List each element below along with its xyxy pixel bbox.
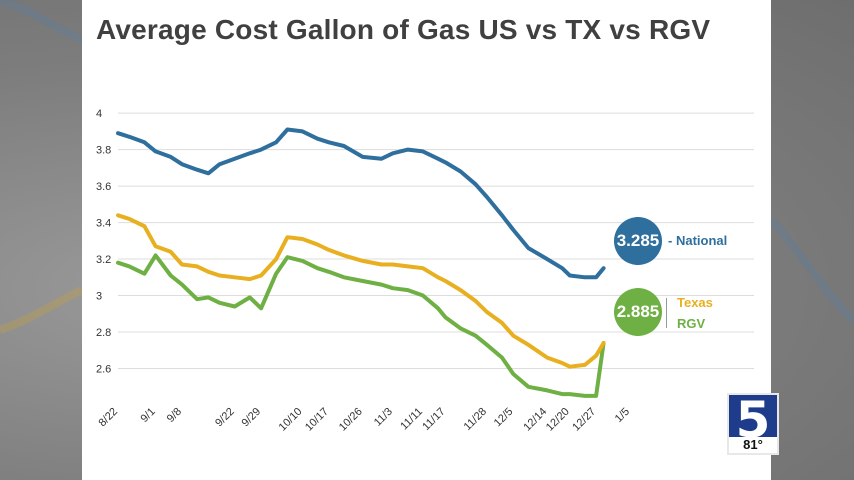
x-tick-label: 12/27: [570, 406, 598, 434]
y-tick-label: 4: [96, 108, 102, 120]
chart-title: Average Cost Gallon of Gas US vs TX vs R…: [96, 14, 711, 45]
x-tick-label: 10/17: [303, 406, 331, 434]
series-line-rgv: [116, 253, 606, 398]
x-tick-label: 9/8: [165, 406, 184, 425]
texas-rgv-value-bubble: 2.885: [614, 288, 662, 336]
x-tick-label: 11/11: [398, 406, 425, 433]
x-tick-label: 1/5: [613, 406, 632, 425]
x-tick-label: 12/14: [521, 406, 549, 434]
y-tick-label: 3.4: [96, 218, 111, 230]
national-value-text: 3.285: [616, 231, 660, 250]
channel-5-logo: 5 81°: [727, 391, 779, 455]
x-tick-label: 10/10: [277, 406, 305, 434]
rgv-label: RGV: [677, 316, 706, 331]
y-tick-label: 3.2: [96, 254, 111, 266]
series-line-texas: [116, 213, 606, 369]
y-tick-label: 3: [96, 291, 102, 303]
temperature-readout: 81°: [729, 437, 777, 453]
x-tick-label: 9/29: [240, 406, 264, 430]
y-tick-label: 3.8: [96, 145, 111, 157]
line-chart: 2.6 2.8 3 3.2 3.4 3.6 3.8 4 8/22 9/1 9/8 9/22 9/29 10…: [96, 108, 754, 434]
national-name: National: [675, 233, 728, 248]
national-value-bubble: 3.285: [614, 217, 662, 265]
national-label: - National: [668, 233, 727, 248]
x-tick-label: 12/20: [544, 406, 572, 434]
y-tick-label: 2.8: [96, 327, 111, 339]
x-tick-label: 10/26: [337, 406, 365, 434]
x-tick-label: 11/28: [462, 406, 489, 433]
series-line-national: [116, 127, 606, 280]
y-tick-label: 2.6: [96, 364, 111, 376]
x-tick-label: 11/3: [372, 406, 395, 429]
texas-label: Texas: [677, 295, 713, 310]
national-dash: -: [668, 233, 676, 248]
x-tick-label: 12/5: [492, 406, 516, 430]
x-tick-label: 9/1: [138, 406, 157, 425]
y-tick-label: 3.6: [96, 181, 111, 193]
texas-rgv-value-text: 2.885: [616, 302, 660, 321]
x-tick-label: 11/17: [420, 406, 447, 433]
x-tick-label: 9/22: [213, 406, 237, 430]
x-tick-label: 8/22: [96, 406, 120, 430]
texas-rgv-bracket: [666, 298, 672, 328]
